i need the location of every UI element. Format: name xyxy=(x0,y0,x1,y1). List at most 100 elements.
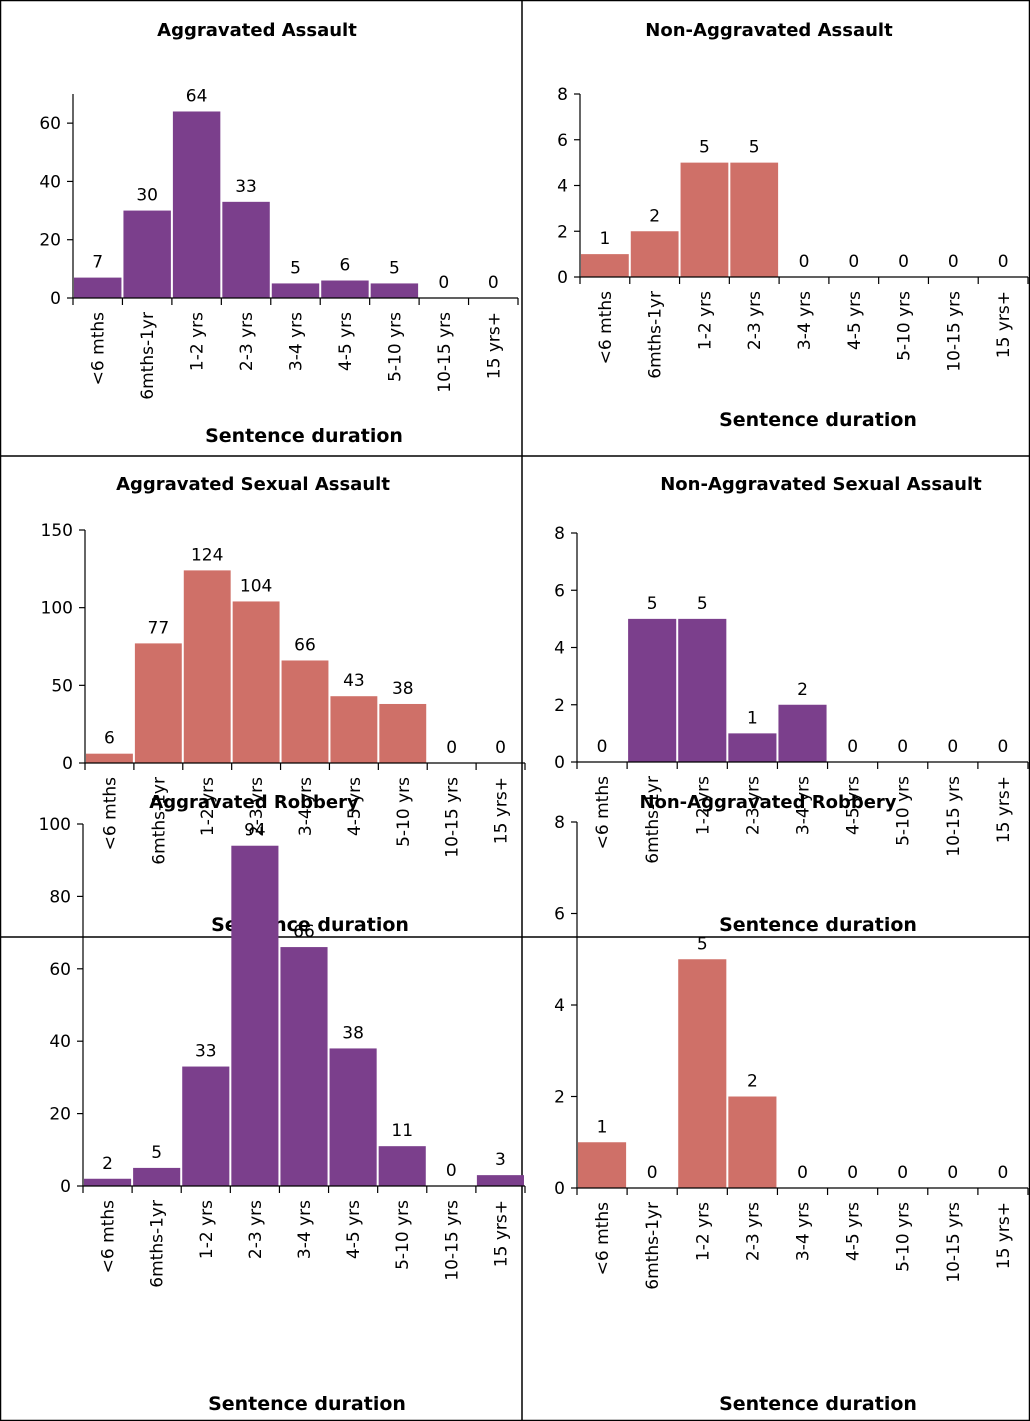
data-label-10-15-yrs: 0 xyxy=(947,1163,958,1183)
chart-panel-non-aggravated-sexual-assault: Non-Aggravated Sexual Assault 0 5 5 1 2 0 0 0 0 0 2… xyxy=(554,474,1029,936)
x-tick-label-3-4-yrs: 3-4 yrs xyxy=(795,291,815,350)
bar-5-10-yrs xyxy=(379,703,427,763)
data-label-2-3-yrs: 104 xyxy=(240,576,272,596)
x-tick-label-15-yrs-plus: 15 yrs+ xyxy=(492,777,512,844)
x-tick-label-2-3-yrs: 2-3 yrs xyxy=(247,777,267,836)
y-tick-label: 6 xyxy=(557,131,568,151)
x-tick-label-10-15-yrs: 10-15 yrs xyxy=(435,312,455,393)
chart-title: Non-Aggravated Sexual Assault xyxy=(660,474,982,495)
bar-4-5-yrs xyxy=(330,696,378,763)
x-tick-label-4-5-yrs: 4-5 yrs xyxy=(336,312,356,371)
x-tick-label-1-2-yrs: 1-2 yrs xyxy=(188,312,208,371)
data-label-lt-6-mths: 1 xyxy=(599,229,610,249)
data-label-6mths-1yr: 77 xyxy=(148,618,170,638)
data-label-lt-6-mths: 2 xyxy=(102,1154,113,1174)
x-tick-label-6mths-1yr: 6mths-1yr xyxy=(149,777,169,865)
x-tick-label-10-15-yrs: 10-15 yrs xyxy=(442,1200,462,1281)
x-tick-label-6mths-1yr: 6mths-1yr xyxy=(643,776,663,864)
bar-2-3-yrs xyxy=(222,201,270,298)
data-label-5-10-yrs: 38 xyxy=(392,679,414,699)
y-tick-label: 0 xyxy=(60,1177,71,1197)
y-tick-label: 2 xyxy=(554,696,565,716)
bar-6mths-1yr xyxy=(628,618,677,762)
x-axis-label: Sentence duration xyxy=(205,425,403,447)
data-label-10-15-yrs: 0 xyxy=(948,252,959,272)
x-tick-label-5-10-yrs: 5-10 yrs xyxy=(394,777,414,847)
x-tick-label-5-10-yrs: 5-10 yrs xyxy=(385,312,405,382)
data-label-15-yrs-plus: 0 xyxy=(495,738,506,758)
x-tick-label-3-4-yrs: 3-4 yrs xyxy=(794,776,814,835)
data-label-3-4-yrs: 0 xyxy=(799,252,810,272)
data-label-2-3-yrs: 2 xyxy=(747,1072,758,1092)
data-label-1-2-yrs: 124 xyxy=(191,545,223,565)
x-tick-label-1-2-yrs: 1-2 yrs xyxy=(198,777,218,836)
data-label-lt-6-mths: 6 xyxy=(104,729,115,749)
bar-1-2-yrs xyxy=(678,959,727,1188)
data-label-lt-6-mths: 1 xyxy=(597,1117,608,1137)
data-label-15-yrs-plus: 0 xyxy=(998,737,1009,757)
x-tick-label-1-2-yrs: 1-2 yrs xyxy=(695,291,715,350)
x-tick-label-5-10-yrs: 5-10 yrs xyxy=(895,291,915,361)
bar-2-3-yrs xyxy=(231,845,279,1186)
x-tick-label-lt-6-mths: <6 mths xyxy=(593,776,613,849)
data-label-15-yrs-plus: 0 xyxy=(998,1163,1009,1183)
x-tick-label-10-15-yrs: 10-15 yrs xyxy=(944,1202,964,1283)
x-tick-label-lt-6-mths: <6 mths xyxy=(593,1202,613,1275)
y-tick-label: 0 xyxy=(50,289,61,309)
data-label-1-2-yrs: 5 xyxy=(697,934,708,954)
data-label-4-5-yrs: 38 xyxy=(342,1023,364,1043)
bar-6mths-1yr xyxy=(123,210,171,298)
bar-2-3-yrs xyxy=(728,1096,777,1188)
x-tick-label-lt-6-mths: <6 mths xyxy=(99,1200,119,1273)
bar-lt-6-mths xyxy=(74,277,122,298)
data-label-4-5-yrs: 0 xyxy=(848,252,859,272)
bar-2-3-yrs xyxy=(232,601,280,763)
x-tick-label-15-yrs-plus: 15 yrs+ xyxy=(994,1202,1014,1269)
data-label-5-10-yrs: 5 xyxy=(389,258,400,278)
x-tick-label-6mths-1yr: 6mths-1yr xyxy=(138,312,158,400)
data-label-2-3-yrs: 94 xyxy=(244,821,266,841)
x-tick-label-2-3-yrs: 2-3 yrs xyxy=(246,1200,266,1259)
y-tick-label: 8 xyxy=(554,524,565,544)
x-tick-label-lt-6-mths: <6 mths xyxy=(89,312,109,385)
x-axis-label: Sentence duration xyxy=(719,914,917,936)
data-label-1-2-yrs: 64 xyxy=(186,86,208,106)
y-tick-label: 20 xyxy=(49,1105,71,1125)
data-label-15-yrs-plus: 0 xyxy=(488,273,499,293)
x-tick-label-1-2-yrs: 1-2 yrs xyxy=(693,1202,713,1261)
y-tick-label: 4 xyxy=(554,996,565,1016)
data-label-3-4-yrs: 66 xyxy=(294,635,316,655)
bar-lt-6-mths xyxy=(84,1178,132,1186)
x-tick-label-6mths-1yr: 6mths-1yr xyxy=(643,1202,663,1290)
x-tick-label-15-yrs-plus: 15 yrs+ xyxy=(994,776,1014,843)
data-label-6mths-1yr: 5 xyxy=(151,1143,162,1163)
x-tick-label-10-15-yrs: 10-15 yrs xyxy=(944,291,964,372)
y-tick-label: 6 xyxy=(554,581,565,601)
data-label-1-2-yrs: 5 xyxy=(699,138,710,158)
data-label-5-10-yrs: 0 xyxy=(897,1163,908,1183)
y-tick-label: 100 xyxy=(41,599,73,619)
bar-3-4-yrs xyxy=(281,660,329,763)
y-tick-label: 6 xyxy=(554,905,565,925)
data-label-10-15-yrs: 0 xyxy=(438,273,449,293)
data-label-3-4-yrs: 5 xyxy=(290,258,301,278)
bar-3-4-yrs xyxy=(280,947,328,1186)
x-tick-label-2-3-yrs: 2-3 yrs xyxy=(237,312,257,371)
chart-panel-non-aggravated-robbery: Non-Aggravated Robbery 1 0 5 2 0 0 0 0 0 0 2 4 6 8 <6 m… xyxy=(554,792,1029,1415)
x-tick-label-3-4-yrs: 3-4 yrs xyxy=(287,312,307,371)
y-tick-label: 150 xyxy=(41,521,73,541)
x-tick-label-1-2-yrs: 1-2 yrs xyxy=(197,1200,217,1259)
y-tick-label: 60 xyxy=(49,960,71,980)
y-tick-label: 20 xyxy=(39,231,61,251)
y-tick-label: 50 xyxy=(51,676,73,696)
data-label-2-3-yrs: 1 xyxy=(747,708,758,728)
x-tick-label-4-5-yrs: 4-5 yrs xyxy=(844,776,864,835)
x-axis-label: Sentence duration xyxy=(719,409,917,431)
data-label-6mths-1yr: 30 xyxy=(136,186,158,206)
y-tick-label: 100 xyxy=(39,815,71,835)
bar-6mths-1yr xyxy=(630,231,679,277)
chart-title: Aggravated Robbery xyxy=(149,792,359,813)
data-label-15-yrs-plus: 3 xyxy=(495,1150,506,1170)
bar-4-5-yrs xyxy=(329,1048,377,1186)
